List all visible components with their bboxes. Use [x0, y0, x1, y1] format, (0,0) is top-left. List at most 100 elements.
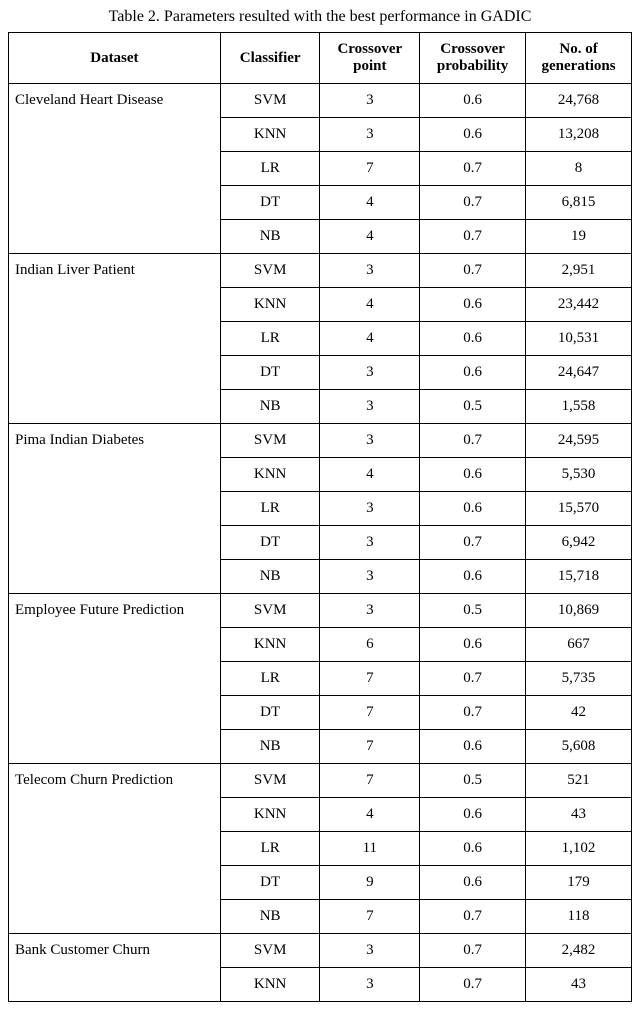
xprob-cell: 0.6 — [420, 458, 526, 492]
xprob-cell: 0.7 — [420, 152, 526, 186]
classifier-cell: KNN — [220, 798, 320, 832]
gen-cell: 5,608 — [526, 730, 632, 764]
xpoint-cell: 3 — [320, 254, 420, 288]
xpoint-cell: 3 — [320, 390, 420, 424]
gen-cell: 24,647 — [526, 356, 632, 390]
gen-cell: 13,208 — [526, 118, 632, 152]
dataset-cell: Telecom Churn Prediction — [9, 764, 221, 934]
dataset-cell: Pima Indian Diabetes — [9, 424, 221, 594]
xpoint-cell: 4 — [320, 288, 420, 322]
dataset-cell: Indian Liver Patient — [9, 254, 221, 424]
gen-cell: 2,482 — [526, 934, 632, 968]
xprob-cell: 0.7 — [420, 186, 526, 220]
classifier-cell: LR — [220, 322, 320, 356]
gen-cell: 1,558 — [526, 390, 632, 424]
xprob-cell: 0.7 — [420, 968, 526, 1002]
gen-cell: 10,869 — [526, 594, 632, 628]
xprob-cell: 0.6 — [420, 356, 526, 390]
xprob-cell: 0.7 — [420, 696, 526, 730]
table-header-row: Dataset Classifier Crossover point Cross… — [9, 33, 632, 84]
classifier-cell: SVM — [220, 934, 320, 968]
classifier-cell: SVM — [220, 594, 320, 628]
gen-cell: 23,442 — [526, 288, 632, 322]
xpoint-cell: 7 — [320, 730, 420, 764]
xprob-cell: 0.7 — [420, 526, 526, 560]
xpoint-cell: 4 — [320, 798, 420, 832]
xprob-cell: 0.6 — [420, 832, 526, 866]
xpoint-cell: 3 — [320, 118, 420, 152]
classifier-cell: DT — [220, 356, 320, 390]
classifier-cell: KNN — [220, 628, 320, 662]
xprob-cell: 0.5 — [420, 764, 526, 798]
classifier-cell: SVM — [220, 764, 320, 798]
classifier-cell: SVM — [220, 254, 320, 288]
xpoint-cell: 4 — [320, 458, 420, 492]
classifier-cell: DT — [220, 696, 320, 730]
xpoint-cell: 3 — [320, 934, 420, 968]
classifier-cell: LR — [220, 662, 320, 696]
dataset-cell: Bank Customer Churn — [9, 934, 221, 1002]
classifier-cell: NB — [220, 390, 320, 424]
parameters-table: Dataset Classifier Crossover point Cross… — [8, 32, 632, 1002]
classifier-cell: SVM — [220, 424, 320, 458]
gen-cell: 24,768 — [526, 84, 632, 118]
xprob-cell: 0.6 — [420, 628, 526, 662]
xpoint-cell: 3 — [320, 492, 420, 526]
gen-cell: 43 — [526, 968, 632, 1002]
classifier-cell: KNN — [220, 968, 320, 1002]
xpoint-cell: 4 — [320, 220, 420, 254]
xprob-cell: 0.6 — [420, 84, 526, 118]
gen-cell: 667 — [526, 628, 632, 662]
xprob-cell: 0.6 — [420, 118, 526, 152]
xprob-cell: 0.6 — [420, 866, 526, 900]
classifier-cell: DT — [220, 186, 320, 220]
classifier-cell: KNN — [220, 458, 320, 492]
xprob-cell: 0.7 — [420, 662, 526, 696]
table-row: Indian Liver PatientSVM30.72,951 — [9, 254, 632, 288]
gen-cell: 10,531 — [526, 322, 632, 356]
xprob-cell: 0.6 — [420, 730, 526, 764]
xprob-cell: 0.5 — [420, 594, 526, 628]
gen-cell: 5,735 — [526, 662, 632, 696]
xprob-cell: 0.7 — [420, 900, 526, 934]
xprob-cell: 0.6 — [420, 322, 526, 356]
classifier-cell: DT — [220, 526, 320, 560]
xprob-cell: 0.6 — [420, 560, 526, 594]
gen-cell: 15,718 — [526, 560, 632, 594]
gen-cell: 118 — [526, 900, 632, 934]
classifier-cell: LR — [220, 492, 320, 526]
xprob-cell: 0.7 — [420, 934, 526, 968]
xpoint-cell: 3 — [320, 356, 420, 390]
table-row: Bank Customer ChurnSVM30.72,482 — [9, 934, 632, 968]
xpoint-cell: 3 — [320, 84, 420, 118]
gen-cell: 8 — [526, 152, 632, 186]
xprob-cell: 0.5 — [420, 390, 526, 424]
xpoint-cell: 3 — [320, 424, 420, 458]
gen-cell: 1,102 — [526, 832, 632, 866]
xpoint-cell: 11 — [320, 832, 420, 866]
classifier-cell: LR — [220, 152, 320, 186]
xpoint-cell: 7 — [320, 764, 420, 798]
gen-cell: 43 — [526, 798, 632, 832]
gen-cell: 6,942 — [526, 526, 632, 560]
classifier-cell: DT — [220, 866, 320, 900]
gen-cell: 24,595 — [526, 424, 632, 458]
xprob-cell: 0.6 — [420, 492, 526, 526]
col-xprob: Crossover probability — [420, 33, 526, 84]
col-xpoint: Crossover point — [320, 33, 420, 84]
col-gen: No. of generations — [526, 33, 632, 84]
xprob-cell: 0.7 — [420, 254, 526, 288]
classifier-cell: NB — [220, 900, 320, 934]
gen-cell: 521 — [526, 764, 632, 798]
xpoint-cell: 3 — [320, 968, 420, 1002]
classifier-cell: NB — [220, 730, 320, 764]
classifier-cell: KNN — [220, 118, 320, 152]
xpoint-cell: 7 — [320, 662, 420, 696]
xpoint-cell: 3 — [320, 594, 420, 628]
xpoint-cell: 7 — [320, 152, 420, 186]
table-row: Telecom Churn PredictionSVM70.5521 — [9, 764, 632, 798]
dataset-cell: Employee Future Prediction — [9, 594, 221, 764]
xpoint-cell: 3 — [320, 560, 420, 594]
classifier-cell: SVM — [220, 84, 320, 118]
gen-cell: 15,570 — [526, 492, 632, 526]
